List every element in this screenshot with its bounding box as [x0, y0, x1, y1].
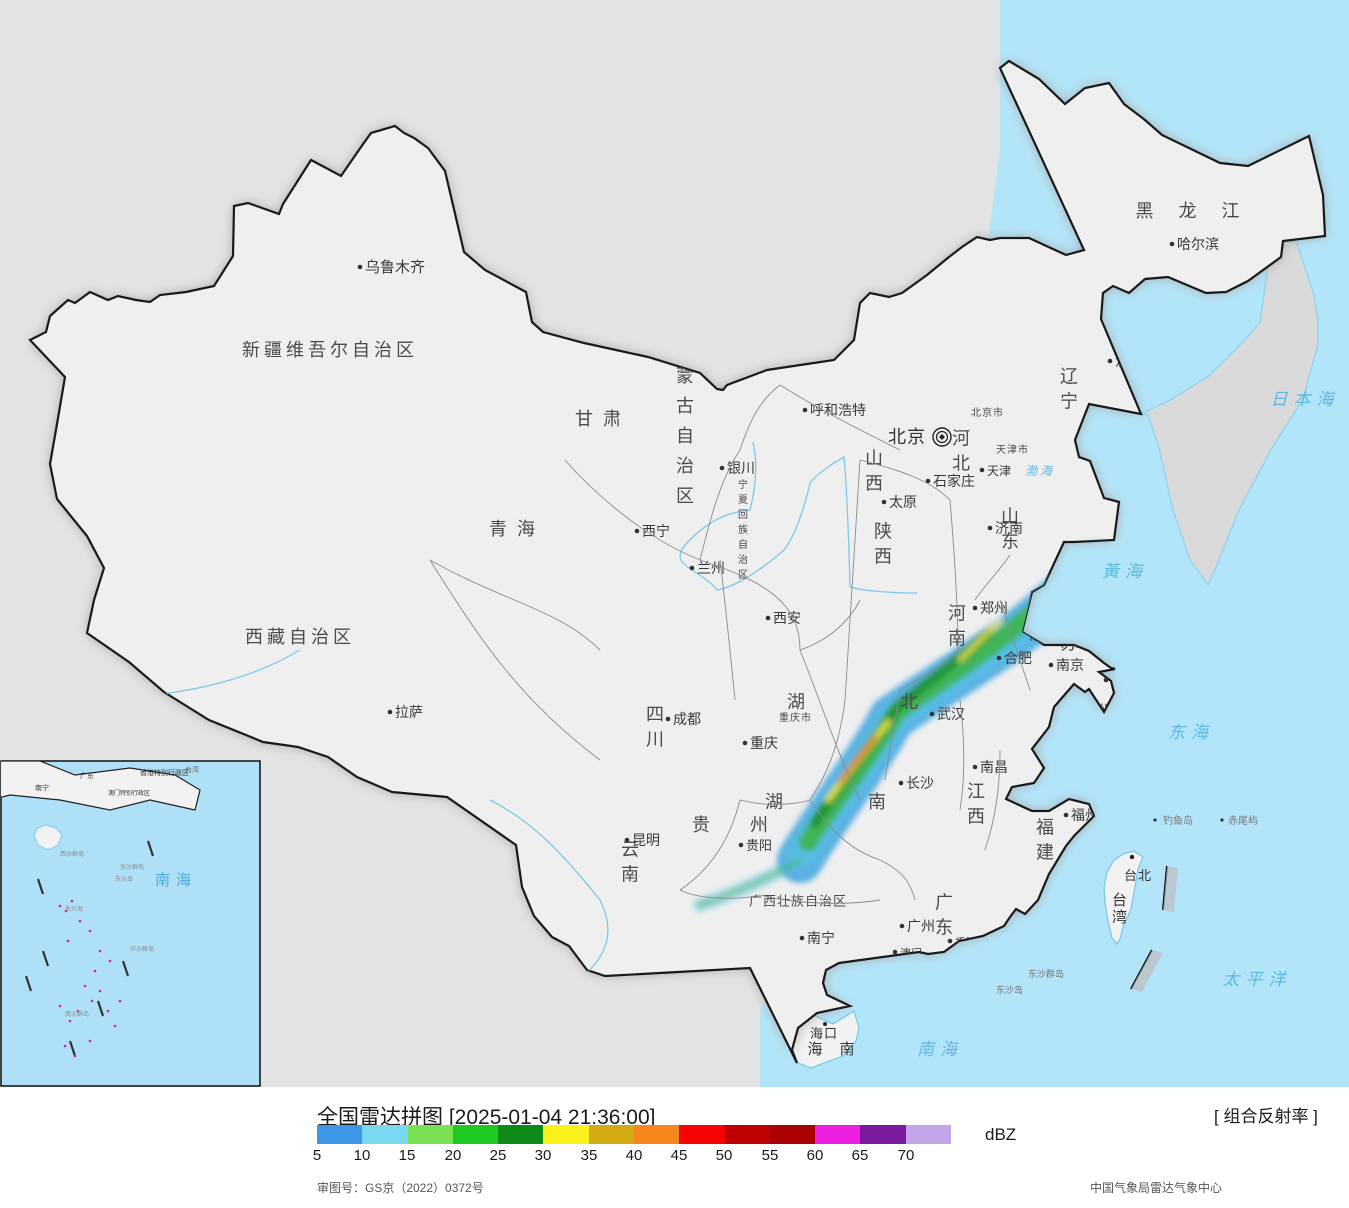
svg-text:拉萨: 拉萨: [395, 704, 423, 720]
svg-text:重庆: 重庆: [750, 735, 778, 751]
svg-text:回: 回: [738, 509, 748, 521]
svg-text:日本海: 日本海: [1271, 390, 1340, 409]
svg-text:济南: 济南: [995, 520, 1023, 536]
svg-text:西: 西: [967, 807, 985, 827]
svg-text:东: 东: [935, 918, 953, 938]
svg-text:香港特别行政区: 香港特别行政区: [140, 768, 189, 777]
svg-text:西: 西: [874, 547, 892, 567]
svg-text:陕: 陕: [874, 522, 892, 542]
svg-text:南昌: 南昌: [980, 759, 1008, 775]
svg-text:夏: 夏: [738, 494, 748, 506]
svg-text:南沙群岛: 南沙群岛: [65, 1010, 89, 1018]
svg-text:南: 南: [839, 1041, 856, 1058]
svg-text:南宁: 南宁: [35, 783, 49, 792]
svg-text:族: 族: [738, 523, 748, 536]
svg-text:呼和浩特: 呼和浩特: [810, 402, 866, 418]
svg-text:江: 江: [967, 782, 985, 802]
svg-text:西沙群岛: 西沙群岛: [60, 850, 84, 858]
svg-text:治: 治: [738, 553, 748, 566]
svg-text:黑龙江: 黑龙江: [1136, 201, 1265, 221]
svg-text:河: 河: [952, 429, 970, 449]
svg-text:甘肃: 甘肃: [575, 409, 631, 429]
svg-text:乌鲁木齐: 乌鲁木齐: [365, 259, 425, 276]
svg-text:台湾: 台湾: [185, 765, 199, 774]
svg-text:太平洋: 太平洋: [1223, 970, 1292, 989]
svg-text:贵州: 贵州: [692, 815, 808, 835]
svg-text:石家庄: 石家庄: [933, 473, 975, 489]
svg-text:内: 内: [676, 336, 694, 356]
svg-text:宁: 宁: [738, 478, 748, 491]
svg-text:南海: 南海: [155, 872, 197, 889]
svg-text:福: 福: [1036, 818, 1054, 838]
svg-text:太原: 太原: [889, 494, 917, 510]
svg-text:赤尾屿: 赤尾屿: [1228, 815, 1258, 827]
svg-text:郑州: 郑州: [980, 600, 1008, 616]
svg-text:西: 西: [865, 474, 883, 494]
svg-text:广东: 广东: [80, 771, 94, 780]
svg-text:天津: 天津: [987, 464, 1011, 478]
svg-text:南: 南: [948, 629, 966, 649]
svg-text:澳门特别行政区: 澳门特别行政区: [108, 789, 150, 797]
svg-text:北京市: 北京市: [971, 406, 1004, 419]
svg-text:钓鱼岛: 钓鱼岛: [1163, 814, 1193, 827]
svg-text:台北: 台北: [1124, 868, 1152, 883]
svg-text:哈尔滨: 哈尔滨: [1177, 236, 1219, 252]
svg-text:湖南: 湖南: [765, 792, 971, 812]
svg-text:重庆市: 重庆市: [779, 711, 812, 724]
svg-text:永兴岛: 永兴岛: [65, 905, 83, 913]
svg-text:湾: 湾: [1112, 909, 1129, 926]
svg-text:东沙岛: 东沙岛: [996, 984, 1023, 995]
svg-text:区: 区: [676, 486, 694, 506]
svg-text:自: 自: [676, 426, 694, 446]
svg-text:贵阳: 贵阳: [746, 838, 772, 853]
svg-text:建: 建: [1036, 843, 1054, 863]
svg-text:南京: 南京: [1056, 657, 1084, 673]
svg-text:西藏自治区: 西藏自治区: [245, 627, 355, 647]
svg-text:台: 台: [1112, 892, 1129, 909]
svg-text:成都: 成都: [673, 711, 701, 727]
svg-text:广州: 广州: [907, 918, 935, 934]
svg-text:渤海: 渤海: [1025, 464, 1055, 478]
svg-text:古: 古: [676, 396, 694, 416]
svg-text:海口: 海口: [810, 1026, 838, 1041]
svg-text:东海: 东海: [1168, 723, 1214, 742]
svg-text:川: 川: [646, 730, 664, 750]
svg-text:昆明: 昆明: [632, 832, 660, 848]
svg-text:合肥: 合肥: [1004, 650, 1032, 666]
svg-text:湖北: 湖北: [787, 692, 1013, 712]
svg-text:天津市: 天津市: [996, 443, 1029, 456]
svg-text:南海: 南海: [917, 1040, 963, 1059]
svg-text:新疆维吾尔自治区: 新疆维吾尔自治区: [242, 340, 418, 360]
svg-text:中沙群岛: 中沙群岛: [130, 945, 154, 953]
svg-text:东沙群岛: 东沙群岛: [120, 863, 144, 871]
svg-text:自: 自: [738, 538, 748, 551]
svg-text:辽: 辽: [1060, 367, 1078, 387]
svg-text:治: 治: [676, 456, 694, 476]
svg-text:南宁: 南宁: [807, 930, 835, 946]
svg-text:东沙岛: 东沙岛: [115, 875, 133, 883]
svg-text:宁: 宁: [1060, 392, 1078, 412]
svg-text:蒙: 蒙: [676, 366, 694, 386]
svg-text:北京: 北京: [888, 427, 926, 447]
svg-text:黃海: 黃海: [1102, 562, 1148, 581]
svg-text:海: 海: [807, 1041, 824, 1058]
svg-text:西安: 西安: [773, 610, 801, 626]
svg-text:长沙: 长沙: [906, 775, 934, 791]
svg-text:南: 南: [621, 865, 639, 885]
svg-text:东沙群岛: 东沙群岛: [1028, 968, 1064, 979]
svg-text:四: 四: [646, 705, 664, 725]
svg-text:北: 北: [952, 454, 970, 474]
svg-text:青海: 青海: [489, 519, 545, 539]
svg-text:广: 广: [935, 893, 953, 913]
svg-text:银川: 银川: [727, 460, 755, 476]
